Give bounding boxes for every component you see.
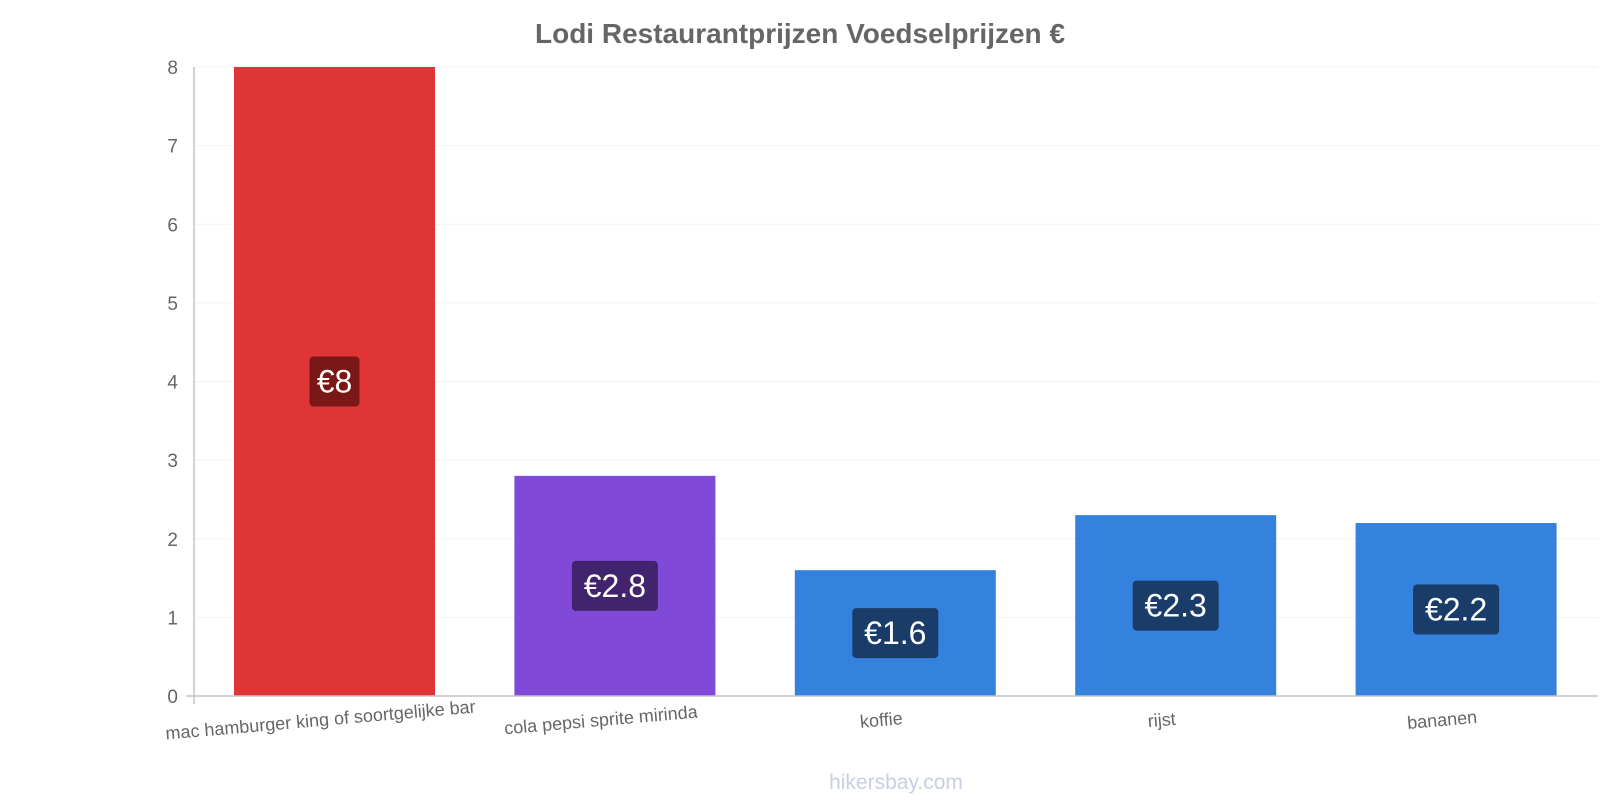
value-label: €2.8 (584, 568, 646, 604)
y-tick-label: 8 (167, 58, 178, 79)
x-tick-label: bananen (1406, 707, 1478, 733)
x-tick-label: rijst (1147, 709, 1177, 731)
y-tick-label: 6 (167, 215, 178, 236)
y-tick-label: 0 (167, 687, 178, 708)
y-tick-label: 7 (167, 137, 178, 158)
value-label-box (1132, 580, 1219, 631)
x-tick-label: mac hamburger king of soortgelijke bar (165, 696, 477, 743)
value-label-box (1413, 584, 1500, 635)
value-label-box (309, 356, 360, 407)
y-tick-label: 5 (167, 294, 178, 315)
value-label: €1.6 (864, 615, 926, 651)
x-axis-ticks: mac hamburger king of soortgelijke bar co… (165, 696, 1478, 743)
y-axis-ticks: 0 1 2 3 4 5 6 7 8 (167, 58, 178, 708)
value-label: €8 (317, 364, 353, 400)
value-labels: €8 €2.8 €1.6 €2.3 €2.2 (309, 356, 1500, 659)
value-label-box (571, 560, 658, 611)
chart-title: Lodi Restaurantprijzen Voedselprijzen € (535, 18, 1065, 49)
y-tick-label: 3 (167, 451, 178, 472)
axes (186, 67, 1598, 704)
x-tick-label: cola pepsi sprite mirinda (503, 701, 699, 738)
value-label: €2.2 (1425, 592, 1487, 628)
watermark: hikersbay.com (829, 771, 963, 794)
x-tick-label: koffie (859, 708, 903, 732)
value-label-box (852, 608, 939, 659)
value-label: €2.3 (1145, 588, 1207, 624)
y-tick-label: 2 (167, 530, 178, 551)
y-tick-label: 1 (167, 608, 178, 629)
y-tick-label: 4 (167, 373, 178, 394)
